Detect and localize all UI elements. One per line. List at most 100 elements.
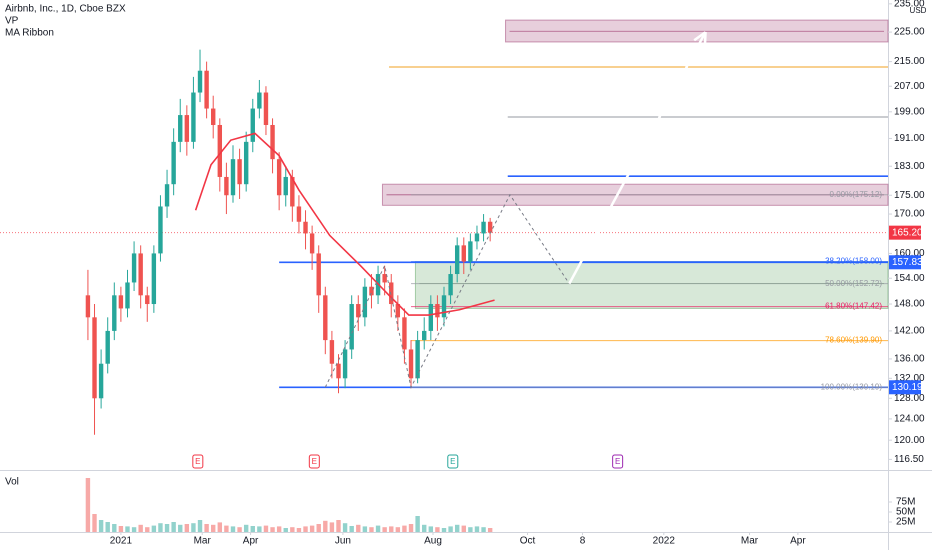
candle-body xyxy=(92,317,97,399)
y-tick-label: 142.00 xyxy=(894,326,925,337)
earnings-label: E xyxy=(615,457,620,466)
candle-body xyxy=(461,245,466,262)
candle-body xyxy=(309,233,315,254)
candle-body xyxy=(85,295,91,318)
volume-bar xyxy=(323,520,328,532)
x-tick-label: 8 xyxy=(580,536,586,547)
candle-body xyxy=(270,124,275,160)
candle-body xyxy=(204,70,209,109)
candle-body xyxy=(435,304,440,318)
volume-bar xyxy=(468,527,473,532)
candle-body xyxy=(296,206,302,222)
volume-bar xyxy=(336,520,341,532)
projection-zigzag xyxy=(324,193,570,389)
y-tick-label: 235.00 xyxy=(894,0,925,9)
candle-body xyxy=(224,176,229,196)
volume-bar xyxy=(211,524,216,532)
volume-tick-label: 50M xyxy=(896,507,915,518)
volume-bar xyxy=(428,526,434,532)
volume-bar xyxy=(362,526,368,532)
volume-bar xyxy=(369,527,374,532)
y-tick-label: 225.00 xyxy=(894,27,925,38)
candle-body xyxy=(356,304,361,318)
earnings-label: E xyxy=(450,457,455,466)
volume-bar xyxy=(474,526,480,532)
earnings-marker xyxy=(447,454,459,469)
volume-bar xyxy=(349,526,354,532)
volume-bar xyxy=(112,524,117,532)
candle-body xyxy=(487,221,493,233)
volume-bar xyxy=(92,514,97,532)
y-tick-label: 207.00 xyxy=(894,81,925,92)
volume-label: Vol xyxy=(5,477,19,488)
candle-body xyxy=(454,245,460,275)
volume-bar xyxy=(375,525,381,532)
fib-label: 61.80%(147.42) xyxy=(825,302,882,311)
volume-bar xyxy=(171,522,176,532)
candle-body xyxy=(276,159,282,196)
y-tick-label: 175.00 xyxy=(894,190,925,201)
y-tick-label: 215.00 xyxy=(894,56,925,67)
volume-bar xyxy=(125,526,130,532)
volume-bar xyxy=(422,524,427,532)
plot: 0.00%(175.12) 38.20%(158.00) 50.00%(152.72… xyxy=(0,19,889,532)
candle-body xyxy=(329,340,335,364)
y-tick-label: 170.00 xyxy=(894,209,925,220)
candle-body xyxy=(151,253,157,305)
volume-bar xyxy=(316,524,321,532)
volume-bar xyxy=(329,522,335,532)
volume-bar xyxy=(250,526,255,532)
volume-bar xyxy=(118,526,124,532)
arrow-head xyxy=(693,31,707,42)
volume-bar xyxy=(243,524,249,532)
earnings-marker xyxy=(308,454,320,469)
volume-bar xyxy=(481,527,486,532)
candle-body xyxy=(171,141,176,185)
volume-bar xyxy=(303,526,308,532)
volume-bar xyxy=(356,524,361,532)
volume-bar xyxy=(98,520,104,532)
volume-bar xyxy=(184,524,190,532)
volume-bar xyxy=(454,524,460,532)
indicator-label: MA Ribbon xyxy=(5,28,54,39)
y-tick-label: 132.00 xyxy=(894,373,925,384)
fib-label: 100.00%(130.19) xyxy=(821,382,883,391)
candle-body xyxy=(474,233,480,242)
volume-bar xyxy=(296,528,302,532)
candle-body xyxy=(448,274,453,296)
volume-bar xyxy=(283,528,288,532)
y-tick-label: 160.00 xyxy=(894,248,925,259)
volume-bar xyxy=(408,524,414,532)
volume-tick-label: 75M xyxy=(896,497,915,508)
candle-body xyxy=(125,282,130,309)
candle-body xyxy=(178,115,183,142)
x-tick-label: Aug xyxy=(424,536,442,547)
candle-body xyxy=(98,363,104,399)
candle-body xyxy=(303,221,308,234)
candle-body xyxy=(191,92,196,142)
volume-bar xyxy=(382,527,387,532)
candle-body xyxy=(389,282,394,305)
volume-bar xyxy=(138,524,143,532)
y-tick-label: 191.00 xyxy=(894,133,925,144)
y-tick-label: 154.00 xyxy=(894,273,925,284)
candle-body xyxy=(369,286,374,296)
candle-body xyxy=(468,241,473,262)
candle-body xyxy=(428,304,434,331)
volume-bar xyxy=(257,526,262,532)
volume-bar xyxy=(270,527,275,532)
volume-bar xyxy=(230,526,236,532)
candle-body xyxy=(184,115,190,142)
candle-body xyxy=(283,176,288,196)
x-tick-label: 2021 xyxy=(110,536,133,547)
candle-body xyxy=(138,253,143,296)
arrow xyxy=(568,31,707,285)
volume-bar xyxy=(461,525,466,532)
candle-body xyxy=(263,92,269,125)
volume-bar xyxy=(85,478,91,532)
candle-body xyxy=(217,124,223,177)
price-badge-label: 157.83 xyxy=(892,257,923,268)
volume-bar xyxy=(158,523,163,532)
volume-bar xyxy=(402,525,407,532)
volume-bar xyxy=(389,526,394,532)
